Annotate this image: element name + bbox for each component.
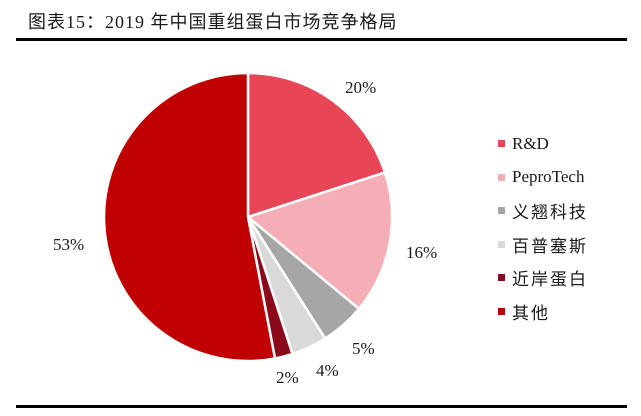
slice-label-jinan: 2% [276,368,299,387]
legend-swatch [498,207,505,215]
slice-label-yiqiao: 5% [352,339,375,358]
title-underline [16,38,627,41]
pie-slices [102,71,394,363]
legend-swatch [498,140,505,148]
pie-slice-0 [246,71,387,219]
legend-item-peprotech: PeproTech [498,161,588,195]
slice-label-other: 53% [53,235,85,254]
slice-label-baipu: 4% [316,361,339,380]
legend-item-rd: R&D [498,127,588,161]
legend-label: 近岸蛋白 [512,270,588,290]
slice-label-rd: 20% [345,78,377,97]
legend-label: PeproTech [512,167,585,187]
legend-swatch [498,240,505,248]
chart-title: 图表15：2019 年中国重组蛋白市场竞争格局 [28,12,398,32]
pie-slice-1 [246,171,394,311]
legend-label: 义翘科技 [512,203,588,223]
legend-swatch [498,173,505,181]
legend-label: 百普塞斯 [512,236,588,256]
legend-label: R&D [512,133,549,153]
legend-swatch [498,307,505,315]
bottom-rule [16,405,627,408]
legend: R&D PeproTech 义翘科技 百普塞斯 近岸蛋白 其他 [498,127,588,328]
legend-label: 其他 [512,303,550,323]
legend-swatch [498,274,505,282]
pie-slice-5 [102,71,277,363]
legend-item-baipu: 百普塞斯 [498,228,588,262]
slice-label-peprotech: 16% [406,243,438,262]
legend-item-other: 其他 [498,295,588,329]
legend-item-jinan: 近岸蛋白 [498,261,588,295]
legend-item-yiqiao: 义翘科技 [498,194,588,228]
